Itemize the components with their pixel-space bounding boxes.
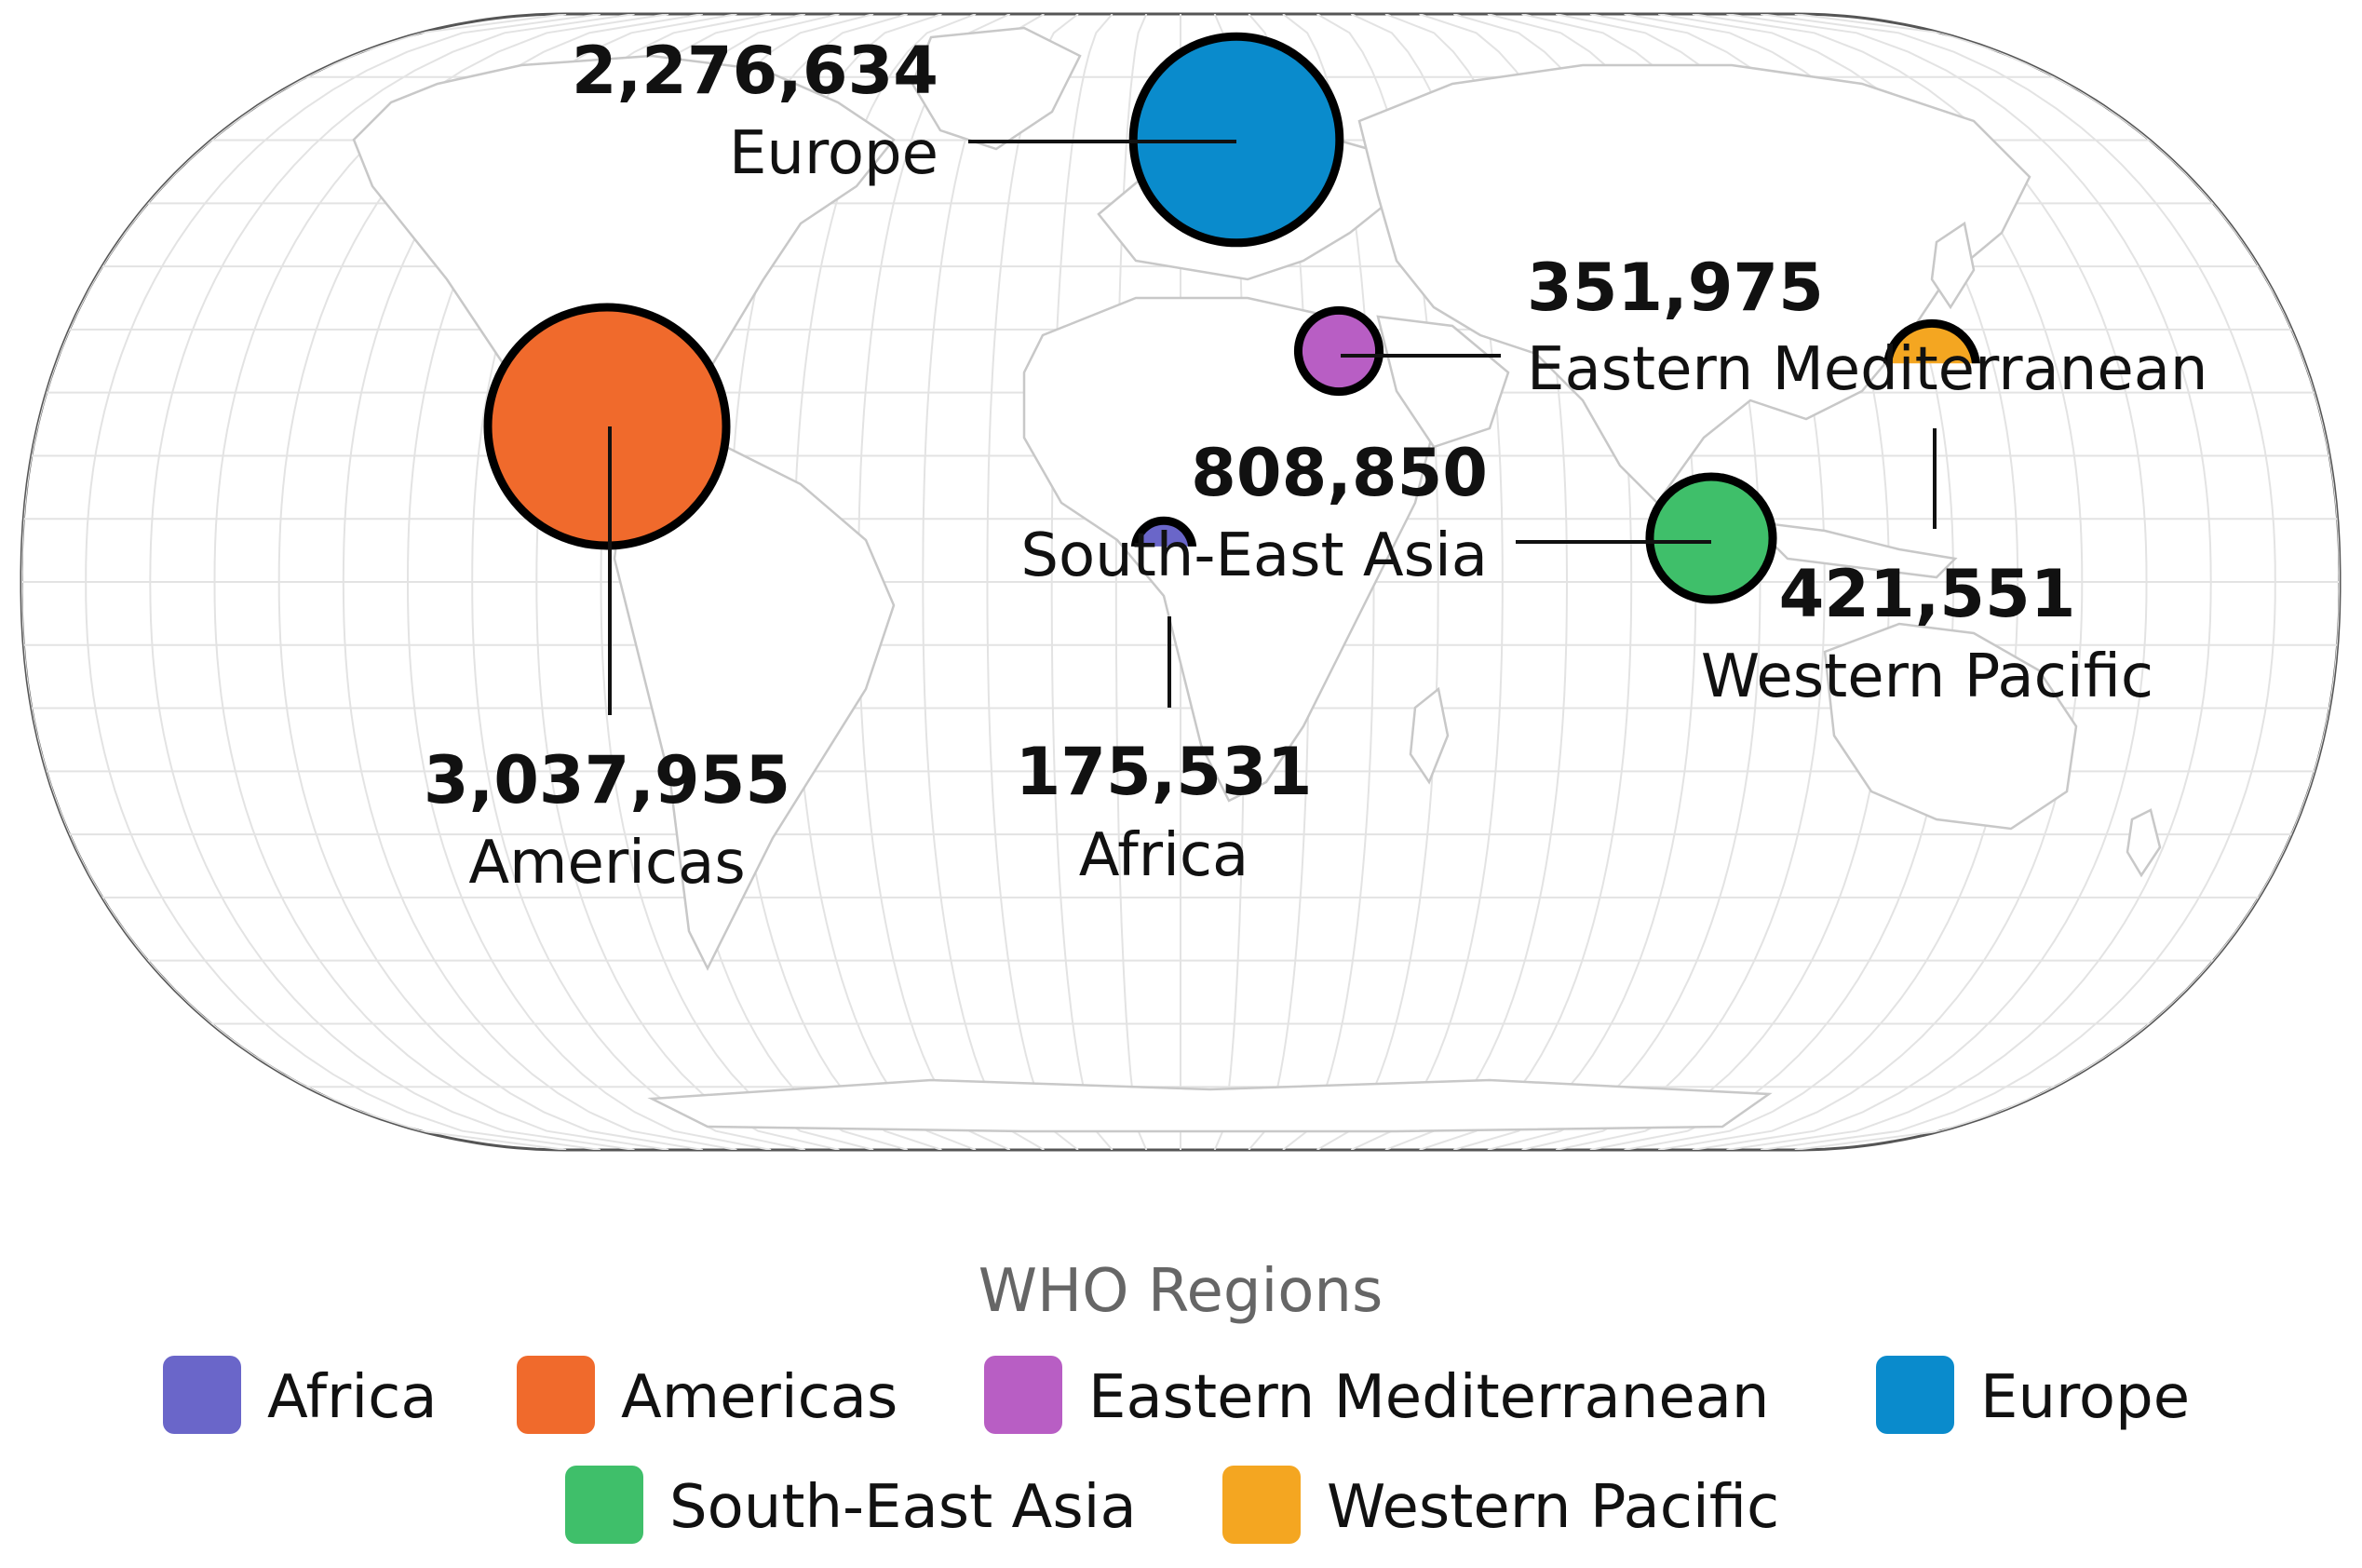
graticule-meridian <box>1726 14 2212 1150</box>
region-label-western-pacific: Western Pacific <box>1701 642 2153 711</box>
legend-item-south-east-asia: South-East Asia <box>565 1466 1137 1544</box>
legend-items: Africa Americas Eastern Mediterranean Europ… <box>163 1356 2190 1544</box>
bubble-south-east-asia <box>1645 472 1777 604</box>
bubble-americas <box>483 303 731 550</box>
value-label-south-east-asia: 808,850 <box>1191 435 1488 511</box>
south-america-outline <box>613 436 896 971</box>
japan-outline <box>1930 221 1976 310</box>
region-labels: 3,037,955 Americas 2,276,634 Europe 808,850 S… <box>424 33 2208 898</box>
legend-label-europe: Europe <box>1980 1363 2190 1432</box>
bubble-circle-americas <box>483 303 731 550</box>
graticule-meridian <box>277 14 703 1150</box>
legend-swatch-western-pacific <box>1222 1466 1301 1544</box>
graticule-meridian <box>149 14 635 1150</box>
legend-swatch-americas <box>517 1356 595 1434</box>
graticule-meridian <box>213 14 669 1150</box>
legend-label-eastern-mediterranean: Eastern Mediterranean <box>1088 1363 1769 1432</box>
legend-label-south-east-asia: South-East Asia <box>669 1473 1137 1542</box>
graticule-meridian <box>922 14 1045 1150</box>
legend: WHO Regions Africa Americas Eastern Medite… <box>163 1257 2190 1544</box>
greenland-outline <box>911 26 1082 151</box>
bubble-circle-eastern-mediterranean <box>1293 305 1384 397</box>
legend-item-americas: Americas <box>517 1356 898 1434</box>
legend-swatch-europe <box>1876 1356 1954 1434</box>
legend-swatch-africa <box>163 1356 241 1434</box>
legend-swatch-south-east-asia <box>565 1466 643 1544</box>
region-label-europe: Europe <box>729 119 938 188</box>
value-label-africa: 175,531 <box>1016 734 1313 810</box>
madagascar-outline <box>1409 686 1450 785</box>
bubble-circle-africa <box>1130 516 1197 547</box>
value-label-western-pacific: 421,551 <box>1779 556 2076 632</box>
australia-outline <box>1823 622 2078 831</box>
antarctica-outline <box>647 1078 1773 1133</box>
indonesia-outline <box>1747 520 1958 579</box>
bubble-eastern-mediterranean <box>1293 305 1384 397</box>
graticule-meridian <box>1050 14 1114 1150</box>
region-label-africa: Africa <box>1079 821 1249 890</box>
bubble-circle-western-pacific <box>1883 318 1980 364</box>
graticule-meridian <box>85 14 601 1150</box>
legend-swatch-eastern-mediterranean <box>984 1356 1062 1434</box>
bubble-circle-south-east-asia <box>1645 472 1777 604</box>
bubble-africa <box>1130 516 1197 547</box>
graticule-meridian <box>1692 14 2148 1150</box>
legend-item-europe: Europe <box>1876 1356 2190 1434</box>
legend-label-americas: Americas <box>621 1363 898 1432</box>
arabia-outline <box>1376 315 1510 449</box>
region-label-south-east-asia: South-East Asia <box>1020 521 1488 590</box>
value-label-europe: 2,276,634 <box>572 33 938 109</box>
legend-item-western-pacific: Western Pacific <box>1222 1466 1779 1544</box>
legend-item-africa: Africa <box>163 1356 438 1434</box>
asia-outline <box>1357 63 2031 505</box>
value-label-eastern-mediterranean: 351,975 <box>1527 250 1824 326</box>
new-zealand-outline <box>2126 808 2162 878</box>
region-label-eastern-mediterranean: Eastern Mediterranean <box>1527 335 2207 404</box>
legend-title: WHO Regions <box>979 1257 1383 1326</box>
graticule-meridian <box>1761 14 2276 1150</box>
bubble-western-pacific <box>1883 318 1980 364</box>
region-label-americas: Americas <box>468 829 745 898</box>
value-label-americas: 3,037,955 <box>424 742 790 818</box>
graticule-meridian <box>986 14 1079 1150</box>
legend-item-eastern-mediterranean: Eastern Mediterranean <box>984 1356 1769 1434</box>
land-masses <box>352 26 2162 1133</box>
legend-label-western-pacific: Western Pacific <box>1327 1473 1779 1542</box>
legend-label-africa: Africa <box>267 1363 438 1432</box>
